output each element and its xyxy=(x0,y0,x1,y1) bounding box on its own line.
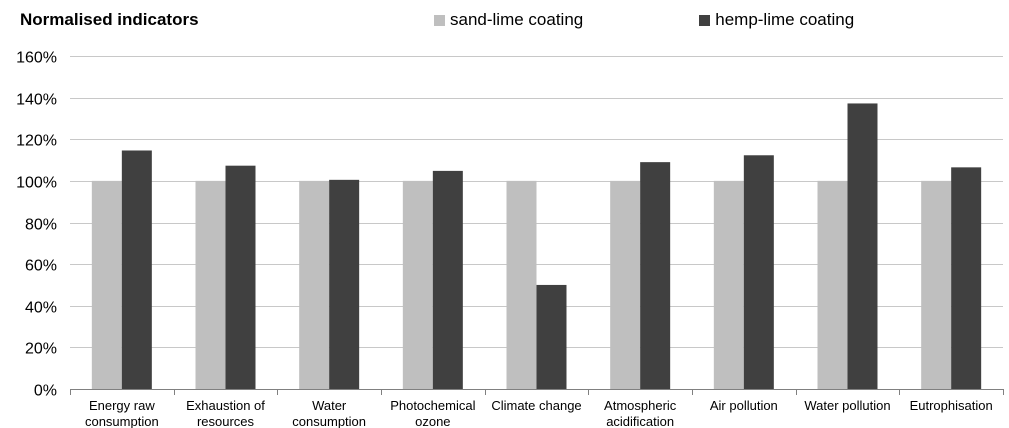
y-tick-label: 140% xyxy=(16,92,57,109)
bar-sand-lime xyxy=(506,180,537,389)
bar-hemp-lime xyxy=(536,284,567,389)
bar-sand-lime xyxy=(402,180,433,389)
bars xyxy=(91,103,982,389)
bar-hemp-lime xyxy=(121,150,152,389)
y-tick-label: 100% xyxy=(16,175,57,192)
y-tick-label: 80% xyxy=(25,217,57,234)
y-tick-label: 40% xyxy=(25,300,57,317)
y-tick-label: 60% xyxy=(25,258,57,275)
x-axis xyxy=(70,389,1004,395)
bar-hemp-lime xyxy=(640,162,671,389)
x-tick-label: Water consumption xyxy=(292,398,366,428)
bar-sand-lime xyxy=(299,180,330,389)
y-tick-label: 160% xyxy=(16,50,57,67)
y-tick-labels: 0% 20% 40% 60% 80% 100% 120% 140% 160% xyxy=(16,50,57,400)
bar-sand-lime xyxy=(195,180,226,389)
y-tick-label: 0% xyxy=(34,383,57,400)
bar-hemp-lime xyxy=(847,103,878,389)
x-tick-label: Energy raw consumption xyxy=(85,398,159,428)
x-tick-label: Air pollution xyxy=(710,398,778,413)
legend-label-hemp-lime: hemp-lime coating xyxy=(715,10,855,29)
y-tick-label: 120% xyxy=(16,133,57,150)
x-tick-labels: Energy raw consumption Exhaustion of resour… xyxy=(85,398,993,428)
x-tick-label: Atmospheric acidification xyxy=(604,398,677,428)
bar-sand-lime xyxy=(921,180,952,389)
legend-swatch-hemp-lime xyxy=(699,14,711,26)
chart-title: Normalised indicators xyxy=(20,10,199,29)
x-tick-label: Water pollution xyxy=(804,398,890,413)
bar-sand-lime xyxy=(91,180,122,389)
bar-hemp-lime xyxy=(225,165,256,389)
bar-sand-lime xyxy=(817,180,848,389)
bar-sand-lime xyxy=(713,180,744,389)
legend-swatch-sand-lime xyxy=(434,14,445,26)
y-tick-label: 20% xyxy=(25,341,57,358)
bar-hemp-lime xyxy=(951,167,982,389)
x-tick-label: Eutrophisation xyxy=(910,398,993,413)
legend-item-hemp-lime: hemp-lime coating xyxy=(699,10,854,30)
legend-item-sand-lime: sand-lime coating xyxy=(434,10,583,30)
bar-hemp-lime xyxy=(329,179,360,389)
legend-label-sand-lime: sand-lime coating xyxy=(450,10,584,29)
legend: sand-lime coating hemp-lime coating xyxy=(434,10,854,30)
x-tick-label: Exhaustion of resources xyxy=(186,398,265,428)
x-tick-label: Photochemical ozone xyxy=(390,398,475,428)
bar-hemp-lime xyxy=(743,155,774,389)
bar-sand-lime xyxy=(610,180,641,389)
bar-hemp-lime xyxy=(432,170,463,389)
x-tick-label: Climate change xyxy=(491,398,581,413)
